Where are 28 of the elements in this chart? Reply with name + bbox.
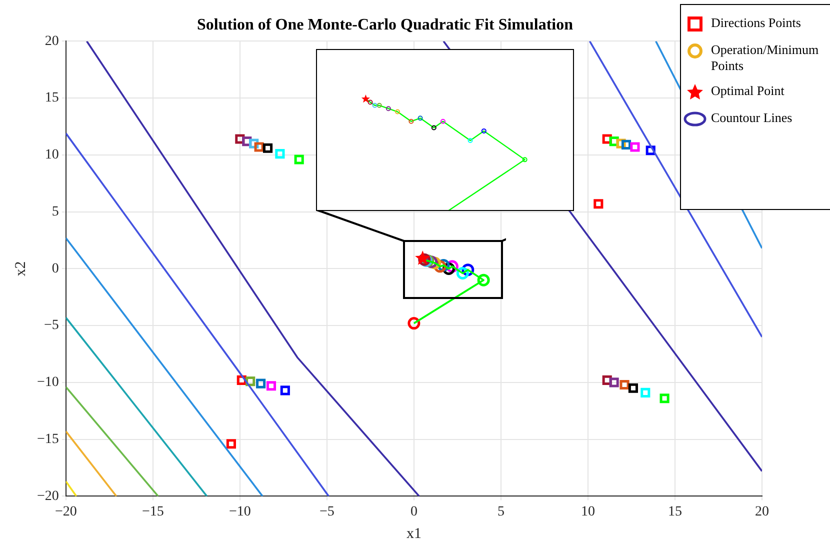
x-tick-label: 5	[497, 504, 504, 520]
x-axis-title: x1	[406, 526, 422, 542]
legend-label: Optimal Point	[711, 83, 786, 99]
point	[594, 199, 604, 209]
x-tick-label: −10	[228, 504, 251, 520]
y-tick-label: −5	[44, 318, 59, 334]
y-tick-label: −20	[36, 488, 59, 504]
legend-label: Operation/Minimum Points	[711, 42, 820, 74]
y-axis-title: x2	[12, 261, 29, 276]
y-tick-label: 15	[44, 90, 59, 106]
x-tick-label: 10	[580, 504, 595, 520]
y-tick-label: 20	[44, 34, 59, 49]
x-tick-label: 0	[410, 504, 418, 520]
y-tick-label: 5	[52, 204, 59, 220]
y-tick-label: −10	[36, 375, 59, 390]
legend-label: Countour Lines	[711, 110, 794, 126]
point	[226, 439, 236, 449]
y-tick-label: −15	[36, 432, 59, 447]
point	[415, 250, 430, 265]
chart-title: Solution of One Monte-Carlo Quadratic Fit Simulation	[197, 16, 574, 34]
y-tick-label: 0	[52, 261, 59, 276]
x-tick-label: 15	[668, 504, 682, 520]
x-tick-label: −5	[319, 504, 334, 520]
point	[477, 274, 490, 286]
x-tick-label: −15	[142, 504, 164, 520]
y-tick-label: 10	[44, 148, 59, 163]
legend-label: Directions Points	[711, 15, 802, 31]
x-tick-label: 20	[755, 504, 769, 520]
